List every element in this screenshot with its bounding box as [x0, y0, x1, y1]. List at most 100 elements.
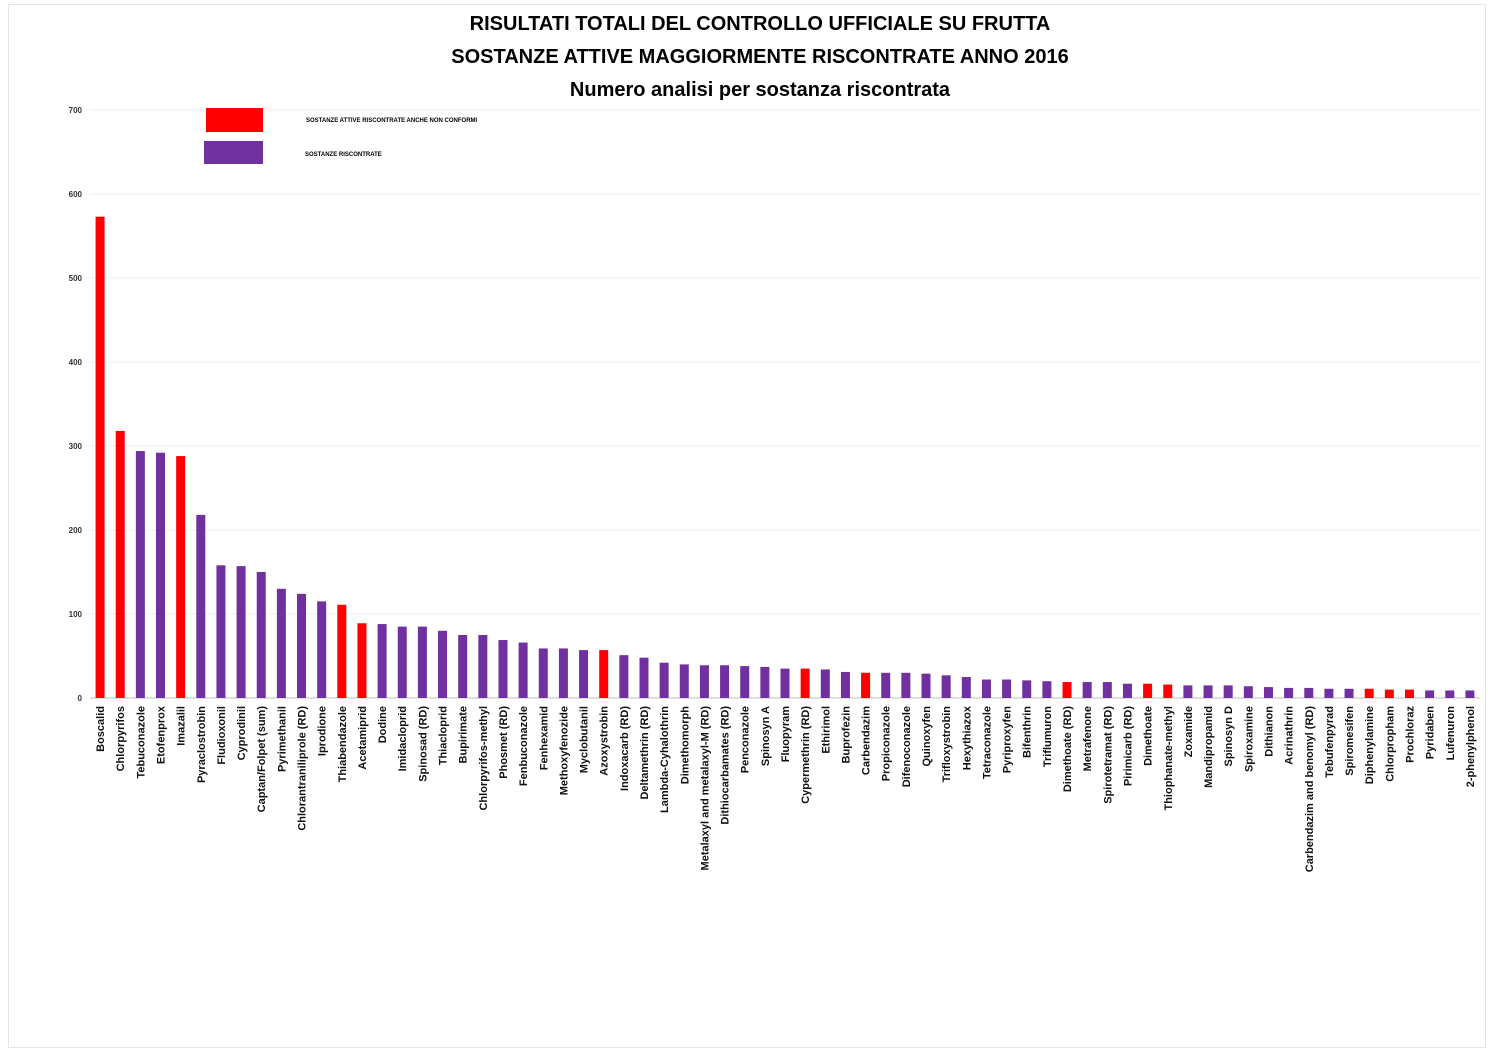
bar	[317, 601, 327, 698]
x-tick-label: Pyriproxyfen	[1002, 706, 1014, 774]
x-tick-label: Thiabendazole	[337, 706, 349, 782]
x-tick-label: Lambda-Cyhalothrin	[659, 706, 671, 813]
bar	[1062, 682, 1072, 698]
x-tick-label: Lufenuron	[1445, 706, 1457, 761]
bar	[156, 452, 166, 698]
bar	[881, 672, 891, 698]
bar	[357, 623, 367, 698]
bar	[961, 677, 971, 698]
x-tick-label: Fenhexamid	[538, 706, 550, 770]
bar	[1263, 687, 1273, 698]
bar	[135, 451, 145, 698]
x-tick-label: Captan/Folpet (sum)	[256, 706, 268, 813]
x-tick-label: Pyridaben	[1425, 706, 1437, 759]
bar	[1223, 685, 1233, 698]
chart-title-line-3: Numero analisi per sostanza riscontrata	[569, 79, 951, 101]
bar	[1042, 681, 1052, 698]
bar	[1445, 690, 1455, 698]
x-tick-label: Fluopyram	[780, 706, 792, 762]
x-tick-label: Dimethoate (RD)	[1062, 706, 1074, 793]
x-tick-label: Etofenprox	[156, 705, 168, 764]
bar	[579, 650, 589, 698]
legend-swatch-riscontrate	[204, 141, 263, 164]
x-tick-label: Dithianon	[1263, 706, 1275, 757]
bar	[337, 604, 347, 698]
x-tick-label: Dimethoate	[1143, 706, 1155, 766]
x-tick-label: Cypermethrin (RD)	[800, 706, 812, 804]
x-tick-label: Prochloraz	[1404, 706, 1416, 763]
x-tick-label: Buprofezin	[840, 706, 852, 764]
bar	[1465, 690, 1475, 698]
bar	[720, 665, 730, 698]
x-axis: Boscalid Chlorpyrifos Tebuconazole Etofenpr…	[95, 705, 1477, 872]
x-tick-label: Imazalil	[176, 706, 188, 746]
bar	[619, 655, 629, 698]
x-tick-label: Iprodione	[317, 706, 329, 756]
x-tick-label: Spinosyn A	[760, 706, 772, 766]
bar	[921, 673, 931, 698]
x-tick-label: Chlorantraniliprole (RD)	[297, 706, 309, 831]
bar	[1284, 687, 1294, 698]
bar	[1384, 689, 1394, 698]
bar	[1082, 682, 1092, 698]
x-tick-label: Tebufenpyrad	[1324, 706, 1336, 778]
x-tick-label: Phosmet (RD)	[498, 706, 510, 779]
legend-label-non-conformi: SOSTANZE ATTIVE RISCONTRATE ANCHE NON CO…	[306, 118, 478, 124]
bar	[1002, 679, 1012, 698]
bar	[901, 672, 911, 698]
y-tick-label: 500	[69, 274, 83, 283]
x-tick-label: Spinosad (RD)	[417, 706, 429, 782]
bar	[1102, 682, 1112, 698]
bar	[95, 216, 105, 698]
x-tick-label: Pyrimethanil	[276, 706, 288, 772]
bar	[458, 635, 468, 698]
bar	[1243, 686, 1253, 698]
x-tick-label: Metrafenone	[1082, 706, 1094, 771]
bar	[417, 626, 427, 698]
bar	[1022, 680, 1032, 698]
bar	[438, 630, 448, 698]
bar	[800, 668, 810, 698]
bar	[538, 648, 548, 698]
bar	[115, 430, 125, 698]
x-tick-label: Pirimicarb (RD)	[1122, 706, 1134, 786]
x-tick-label: Quinoxyfen	[921, 706, 933, 767]
bar	[780, 668, 790, 698]
legend-label-riscontrate: SOSTANZE RISCONTRATE	[305, 152, 382, 158]
x-tick-label: Propiconazole	[881, 706, 893, 781]
x-tick-label: Spirotetramat (RD)	[1102, 706, 1114, 804]
y-tick-label: 0	[78, 694, 83, 703]
x-tick-label: Bifenthrin	[1022, 706, 1034, 758]
gridlines	[90, 109, 1480, 699]
x-tick-label: Ethirimol	[820, 706, 832, 754]
y-tick-label: 400	[69, 358, 83, 367]
bar	[1183, 685, 1193, 698]
x-tick-label: Deltamethrin (RD)	[639, 706, 651, 800]
bar	[1344, 688, 1354, 698]
x-tick-label: Dodine	[377, 706, 389, 743]
x-tick-label: Spinosyn D	[1223, 706, 1235, 767]
chart-title-line-1: RISULTATI TOTALI DEL CONTROLLO UFFICIALE…	[469, 13, 1051, 35]
x-tick-label: Dimethomorph	[679, 706, 691, 785]
x-tick-label: Spiromesifen	[1344, 706, 1356, 776]
chart-title-line-2: SOSTANZE ATTIVE MAGGIORMENTE RISCONTRATE…	[451, 46, 1069, 68]
x-tick-label: Thiophanate-methyl	[1163, 706, 1175, 811]
bar	[1304, 687, 1314, 698]
bar	[679, 664, 689, 698]
x-tick-label: Cyprodinil	[236, 706, 248, 760]
bar	[256, 572, 266, 698]
x-tick-label: Hexythiazox	[961, 705, 973, 770]
bar	[699, 665, 709, 698]
x-tick-label: Myclobutanil	[579, 706, 591, 773]
bar	[941, 675, 951, 698]
bar	[599, 650, 609, 698]
x-tick-label: 2-phenylphenol	[1465, 706, 1477, 787]
legend-swatch-non-conformi	[206, 108, 263, 132]
bar	[236, 566, 246, 698]
bar	[1324, 688, 1334, 698]
legend: SOSTANZE ATTIVE RISCONTRATE ANCHE NON CO…	[204, 108, 478, 164]
bar	[639, 657, 649, 698]
x-tick-label: Azoxystrobin	[599, 706, 611, 776]
bar	[659, 662, 669, 698]
